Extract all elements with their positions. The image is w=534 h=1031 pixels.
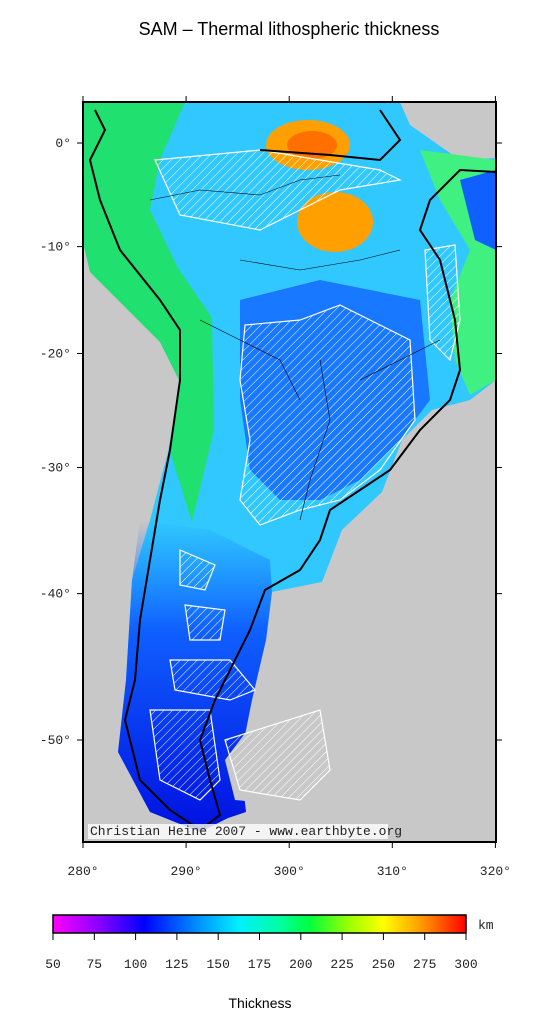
lat-tick-label: 0° (55, 136, 71, 151)
green-zone (83, 102, 214, 522)
lon-tick-label: 300° (274, 864, 305, 879)
lon-tick-label: 290° (170, 864, 201, 879)
lat-tick-label: -50° (40, 733, 71, 748)
lat-tick-label: -20° (40, 347, 71, 362)
colorbar-unit: km (478, 918, 494, 933)
colorbar-tick-label: 100 (124, 957, 147, 972)
coastline (88, 109, 496, 831)
lon-tick-label: 280° (67, 864, 98, 879)
colorbar-tick-label: 75 (86, 957, 102, 972)
colorbar-label: Thickness (228, 995, 291, 1011)
colorbar-tick-label: 125 (165, 957, 188, 972)
lat-tick-label: -40° (40, 587, 71, 602)
map (83, 102, 496, 842)
lat-tick-label: -10° (40, 240, 71, 255)
credit-box (88, 824, 388, 839)
lon-tick-label: 310° (377, 864, 408, 879)
colorbar (52, 914, 467, 934)
colorbar-tick-label: 200 (289, 957, 312, 972)
hot-spot-south (297, 192, 373, 252)
colorbar-tick-label: 275 (413, 957, 436, 972)
cratons (149, 149, 461, 801)
lat-tick-label: -30° (40, 460, 71, 475)
colorbar-tick-label: 250 (372, 957, 395, 972)
colorbar-tick-label: 225 (330, 957, 353, 972)
colorbar-tick-label: 175 (248, 957, 271, 972)
title: SAM – Thermal lithospheric thickness (139, 19, 440, 39)
blue-zone-east (460, 170, 496, 250)
rivers (149, 174, 441, 521)
colorbar-tick-label: 300 (454, 957, 477, 972)
lon-tick-label: 320° (480, 864, 511, 879)
colorbar-tick-label: 50 (45, 957, 61, 972)
colorbar-tick-label: 150 (206, 957, 229, 972)
credit: Christian Heine 2007 - www.earthbyte.org (90, 824, 402, 839)
